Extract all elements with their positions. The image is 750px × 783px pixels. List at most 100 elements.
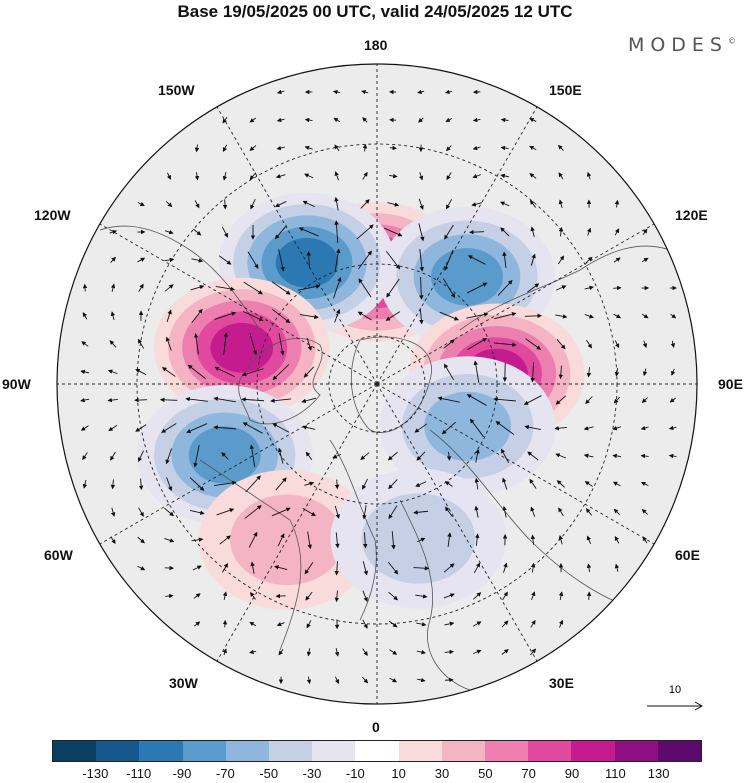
wind-vector [304, 481, 315, 486]
wind-vector [472, 621, 482, 627]
wind-vector [389, 649, 398, 655]
wind-vector [558, 172, 564, 180]
wind-vector [530, 226, 535, 237]
wind-vector [418, 172, 424, 181]
wind-vector [249, 117, 257, 123]
lon-label-120w: 120W [34, 207, 71, 223]
wind-vector [500, 145, 509, 151]
wind-vector [247, 251, 259, 269]
wind-vector [166, 172, 171, 180]
wind-vector [278, 333, 285, 356]
wind-vector [107, 369, 118, 375]
wind-vector [418, 117, 424, 123]
wind-vector [555, 453, 567, 459]
wind-vector [82, 452, 88, 461]
wind-vector [274, 225, 287, 240]
wind-vector [557, 144, 564, 151]
wind-vector [362, 143, 368, 152]
wind-vector [413, 510, 429, 515]
wind-vector [334, 144, 340, 152]
wind-vector [446, 172, 452, 181]
wind-vector [416, 451, 426, 461]
wind-vector [641, 257, 649, 263]
wind-vector [304, 145, 313, 151]
wind-vector [334, 220, 339, 244]
wind-vector [500, 117, 509, 123]
wind-vector [137, 257, 146, 263]
wind-vector [275, 201, 287, 207]
wind-vector [444, 621, 455, 627]
wind-vector [444, 224, 454, 240]
wind-vector [523, 395, 542, 405]
wind-vector [82, 479, 88, 489]
wind-vector [302, 425, 316, 430]
wind-vector [500, 227, 510, 237]
meridian-line [376, 106, 538, 385]
wind-vector [335, 532, 340, 549]
colorbar-tick-label: -30 [302, 766, 322, 781]
wind-vector [466, 394, 487, 406]
wind-vector [213, 396, 236, 403]
meridian-line [376, 383, 655, 545]
wind-vector [503, 562, 508, 573]
wind-vector [164, 507, 175, 517]
wind-vector [585, 396, 593, 405]
wind-vector [439, 311, 459, 321]
wind-vector [362, 561, 368, 576]
wind-vector [249, 172, 257, 180]
colorbar-tick-label: 70 [521, 766, 536, 781]
wind-vector [360, 452, 370, 460]
wind-vector [306, 337, 312, 351]
wind-vector [164, 229, 174, 235]
wind-vector [444, 649, 454, 655]
colorbar-swatch [269, 741, 313, 761]
wind-vector [161, 367, 176, 377]
wind-vector [138, 450, 144, 463]
wind-vector [614, 367, 620, 377]
wind-vector [250, 198, 256, 210]
wind-vector [334, 248, 341, 271]
coastlines [99, 225, 671, 691]
wind-vector [218, 255, 232, 265]
wind-vector [443, 563, 455, 573]
wind-vector [333, 117, 341, 123]
wind-vector [613, 285, 622, 291]
colorbar-swatch [139, 741, 183, 761]
wind-vector [612, 425, 622, 431]
wind-vector [166, 477, 173, 492]
wind-vector [388, 479, 398, 490]
wind-vector [530, 619, 536, 628]
wind-vector [306, 676, 312, 685]
wind-vector [641, 397, 648, 404]
wind-vector [586, 563, 592, 572]
wind-vector [194, 200, 200, 209]
colorbar-swatch [528, 741, 572, 761]
wind-vector [437, 396, 460, 403]
colorbar-swatch [182, 741, 226, 761]
wind-vector [80, 425, 89, 431]
wind-vector [385, 311, 401, 321]
lon-label-60e: 60E [675, 547, 700, 563]
wind-vector [586, 227, 592, 236]
wind-vector [222, 648, 227, 656]
wind-vector [583, 453, 594, 459]
wind-vector [109, 229, 117, 235]
meridian-line [216, 106, 378, 385]
wind-vector [276, 117, 285, 123]
wind-vector [165, 448, 172, 465]
wind-vector [556, 480, 565, 488]
wind-vector [501, 620, 509, 628]
wind-vector [529, 199, 536, 208]
wind-vector [299, 314, 319, 320]
colorbar-tick-label: -90 [172, 766, 192, 781]
wind-vector [640, 453, 649, 459]
wind-vector [555, 314, 568, 319]
wind-vector [466, 312, 489, 319]
lon-label-180: 180 [364, 37, 388, 53]
wind-vector [214, 311, 237, 320]
canada-high-contour [210, 322, 274, 373]
wind-vector [586, 367, 592, 378]
wind-vector [446, 451, 452, 461]
wind-vector [447, 532, 452, 548]
